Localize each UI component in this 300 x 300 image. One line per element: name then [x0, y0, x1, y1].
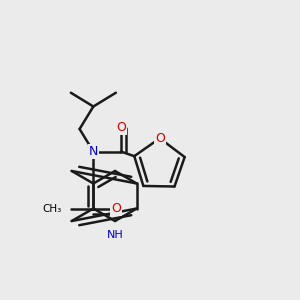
Text: CH₃: CH₃ [42, 203, 62, 214]
Text: N: N [89, 145, 98, 158]
Text: O: O [155, 132, 165, 145]
Text: NH: NH [107, 230, 123, 240]
Text: O: O [111, 202, 121, 215]
Text: O: O [116, 121, 126, 134]
